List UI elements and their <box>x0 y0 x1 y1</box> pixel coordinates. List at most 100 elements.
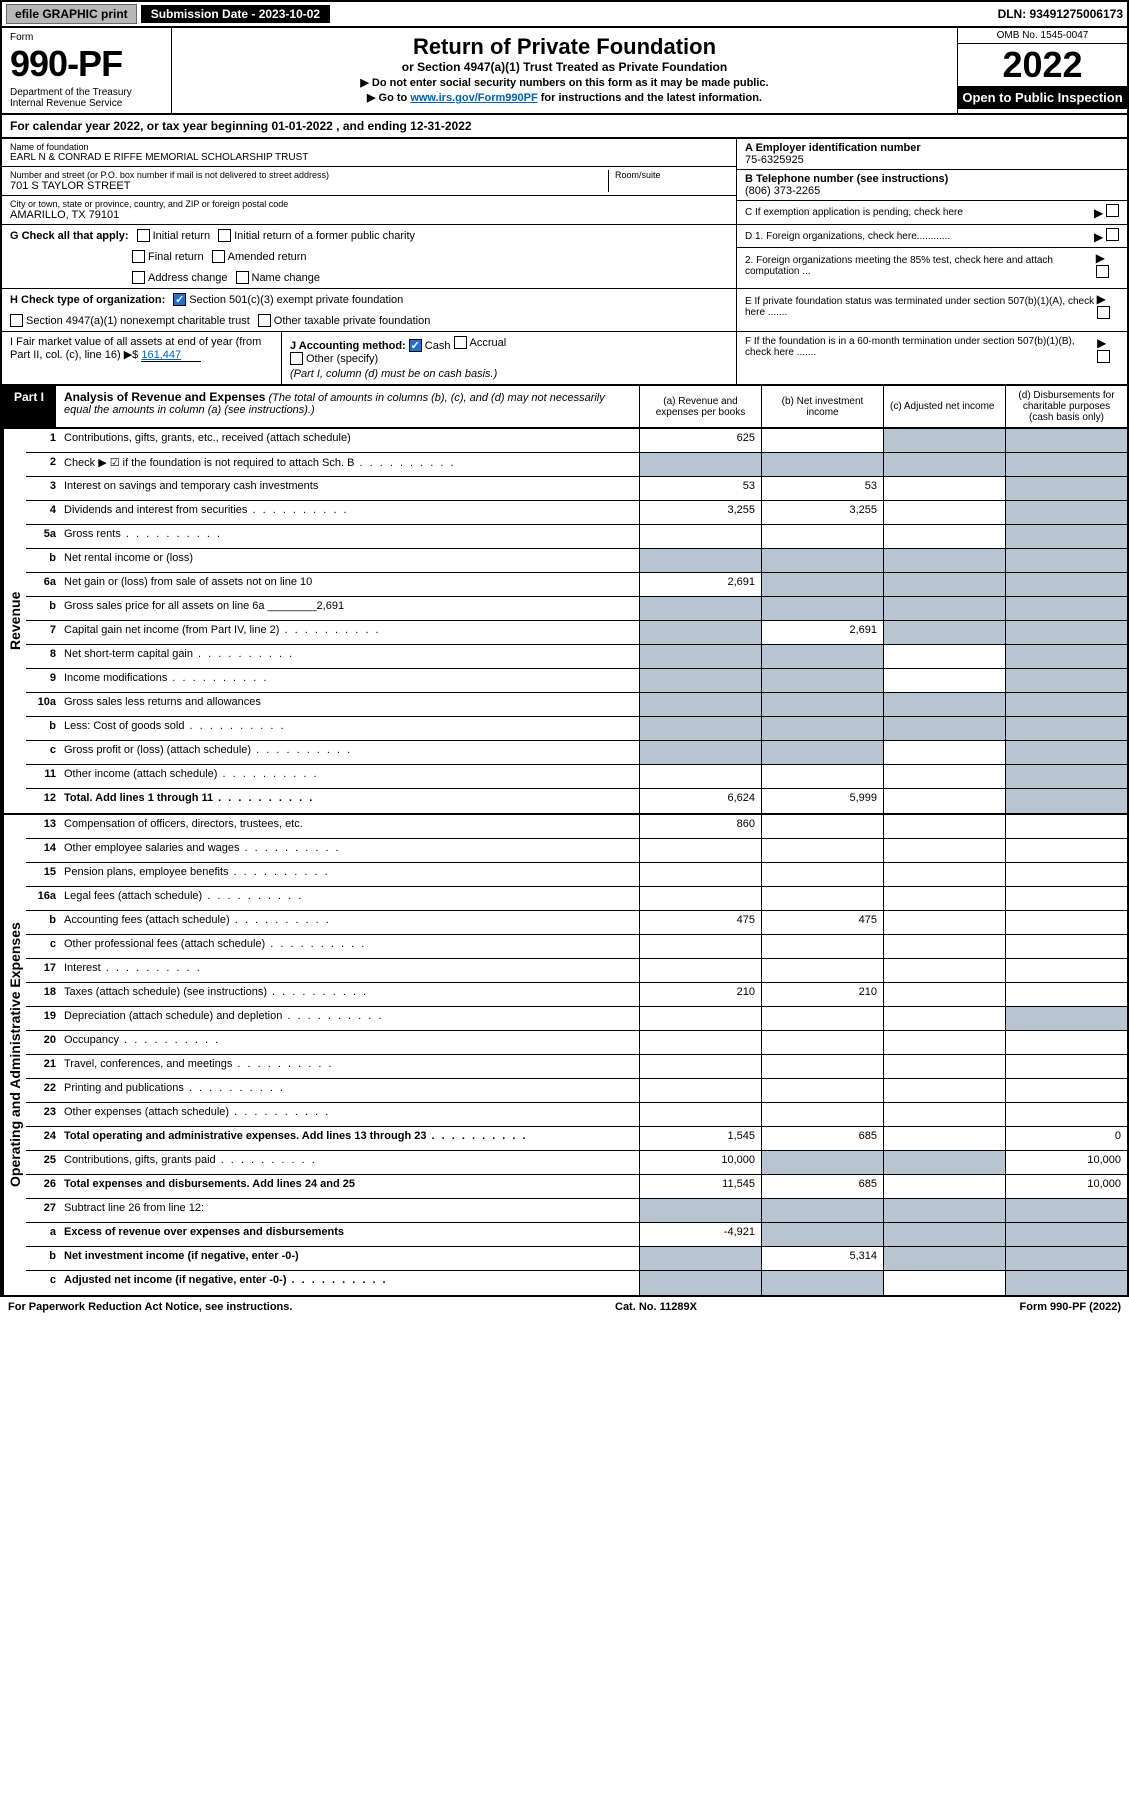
table-row: 1Contributions, gifts, grants, etc., rec… <box>26 429 1127 453</box>
accrual-checkbox[interactable] <box>454 336 467 349</box>
table-row: 21Travel, conferences, and meetings <box>26 1055 1127 1079</box>
part1-header: Part I Analysis of Revenue and Expenses … <box>0 386 1129 429</box>
d1-label: D 1. Foreign organizations, check here..… <box>745 231 950 242</box>
table-row: 9Income modifications <box>26 669 1127 693</box>
table-row: 7Capital gain net income (from Part IV, … <box>26 621 1127 645</box>
d2-label: 2. Foreign organizations meeting the 85%… <box>745 255 1096 277</box>
omb-number: OMB No. 1545-0047 <box>958 28 1127 44</box>
table-row: 8Net short-term capital gain <box>26 645 1127 669</box>
table-row: 11Other income (attach schedule) <box>26 765 1127 789</box>
address-change-checkbox[interactable] <box>132 271 145 284</box>
initial-former-checkbox[interactable] <box>218 229 231 242</box>
col-a-header: (a) Revenue and expenses per books <box>639 386 761 427</box>
efile-print-button[interactable]: efile GRAPHIC print <box>6 4 137 24</box>
table-row: 27Subtract line 26 from line 12: <box>26 1199 1127 1223</box>
expenses-section: Operating and Administrative Expenses 13… <box>0 815 1129 1297</box>
name-label: Name of foundation <box>10 142 728 152</box>
form-header: Form 990-PF Department of the Treasury I… <box>0 28 1129 115</box>
table-row: cGross profit or (loss) (attach schedule… <box>26 741 1127 765</box>
table-row: 12Total. Add lines 1 through 116,6245,99… <box>26 789 1127 813</box>
table-row: bAccounting fees (attach schedule)475475 <box>26 911 1127 935</box>
dln-label: DLN: 93491275006173 <box>998 7 1123 21</box>
address-label: Number and street (or P.O. box number if… <box>10 170 608 180</box>
expenses-label: Operating and Administrative Expenses <box>2 815 26 1295</box>
table-row: 6aNet gain or (loss) from sale of assets… <box>26 573 1127 597</box>
footer-right: Form 990-PF (2022) <box>1020 1301 1121 1313</box>
j-note: (Part I, column (d) must be on cash basi… <box>290 368 497 380</box>
table-row: 22Printing and publications <box>26 1079 1127 1103</box>
ein: 75-6325925 <box>745 154 1119 166</box>
phone-label: B Telephone number (see instructions) <box>745 173 1119 185</box>
footer-center: Cat. No. 11289X <box>615 1301 697 1313</box>
other-taxable-checkbox[interactable] <box>258 314 271 327</box>
topbar: efile GRAPHIC print Submission Date - 20… <box>0 0 1129 28</box>
table-row: 19Depreciation (attach schedule) and dep… <box>26 1007 1127 1031</box>
irs-link[interactable]: www.irs.gov/Form990PF <box>410 92 537 104</box>
g-label: G Check all that apply: <box>10 230 129 242</box>
501c3-checkbox[interactable] <box>173 293 186 306</box>
table-row: 2Check ▶ ☑ if the foundation is not requ… <box>26 453 1127 477</box>
col-c-header: (c) Adjusted net income <box>883 386 1005 427</box>
f-checkbox[interactable] <box>1097 350 1110 363</box>
table-row: 10aGross sales less returns and allowanc… <box>26 693 1127 717</box>
j-label: J Accounting method: <box>290 340 406 352</box>
col-d-header: (d) Disbursements for charitable purpose… <box>1005 386 1127 427</box>
table-row: 4Dividends and interest from securities3… <box>26 501 1127 525</box>
d2-checkbox[interactable] <box>1096 265 1109 278</box>
room-label: Room/suite <box>615 170 728 180</box>
calendar-year-row: For calendar year 2022, or tax year begi… <box>0 115 1129 139</box>
final-return-checkbox[interactable] <box>132 250 145 263</box>
table-row: 25Contributions, gifts, grants paid10,00… <box>26 1151 1127 1175</box>
table-row: 18Taxes (attach schedule) (see instructi… <box>26 983 1127 1007</box>
address: 701 S TAYLOR STREET <box>10 180 608 192</box>
form-note-2: ▶ Go to www.irs.gov/Form990PF for instru… <box>178 91 951 104</box>
page-footer: For Paperwork Reduction Act Notice, see … <box>0 1297 1129 1317</box>
phone: (806) 373-2265 <box>745 185 1119 197</box>
revenue-section: Revenue 1Contributions, gifts, grants, e… <box>0 429 1129 815</box>
table-row: 16aLegal fees (attach schedule) <box>26 887 1127 911</box>
c-checkbox[interactable] <box>1106 204 1119 217</box>
tax-year: 2022 <box>958 44 1127 86</box>
4947-checkbox[interactable] <box>10 314 23 327</box>
form-title: Return of Private Foundation <box>178 34 951 60</box>
d1-checkbox[interactable] <box>1106 228 1119 241</box>
table-row: 3Interest on savings and temporary cash … <box>26 477 1127 501</box>
name-change-checkbox[interactable] <box>236 271 249 284</box>
e-label: E If private foundation status was termi… <box>745 296 1097 318</box>
table-row: bNet investment income (if negative, ent… <box>26 1247 1127 1271</box>
amended-return-checkbox[interactable] <box>212 250 225 263</box>
table-row: 5aGross rents <box>26 525 1127 549</box>
i-label: I Fair market value of all assets at end… <box>10 336 261 361</box>
revenue-label: Revenue <box>2 429 26 813</box>
foundation-name: EARL N & CONRAD E RIFFE MEMORIAL SCHOLAR… <box>10 152 728 163</box>
table-row: cOther professional fees (attach schedul… <box>26 935 1127 959</box>
table-row: cAdjusted net income (if negative, enter… <box>26 1271 1127 1295</box>
part1-title: Analysis of Revenue and Expenses <box>64 390 265 404</box>
form-note-1: ▶ Do not enter social security numbers o… <box>178 76 951 89</box>
table-row: 13Compensation of officers, directors, t… <box>26 815 1127 839</box>
initial-return-checkbox[interactable] <box>137 229 150 242</box>
cash-checkbox[interactable] <box>409 339 422 352</box>
table-row: bLess: Cost of goods sold <box>26 717 1127 741</box>
form-label: Form <box>10 32 163 43</box>
city: AMARILLO, TX 79101 <box>10 209 728 221</box>
table-row: 24Total operating and administrative exp… <box>26 1127 1127 1151</box>
table-row: 26Total expenses and disbursements. Add … <box>26 1175 1127 1199</box>
other-method-checkbox[interactable] <box>290 352 303 365</box>
table-row: 20Occupancy <box>26 1031 1127 1055</box>
ein-label: A Employer identification number <box>745 142 1119 154</box>
h-label: H Check type of organization: <box>10 294 165 306</box>
table-row: 23Other expenses (attach schedule) <box>26 1103 1127 1127</box>
col-b-header: (b) Net investment income <box>761 386 883 427</box>
city-label: City or town, state or province, country… <box>10 199 728 209</box>
dept-label: Department of the Treasury Internal Reve… <box>10 87 163 109</box>
table-row: aExcess of revenue over expenses and dis… <box>26 1223 1127 1247</box>
e-checkbox[interactable] <box>1097 306 1110 319</box>
form-subtitle: or Section 4947(a)(1) Trust Treated as P… <box>178 60 951 74</box>
table-row: 14Other employee salaries and wages <box>26 839 1127 863</box>
table-row: bNet rental income or (loss) <box>26 549 1127 573</box>
open-public-badge: Open to Public Inspection <box>958 86 1127 109</box>
f-label: F If the foundation is in a 60-month ter… <box>745 336 1097 366</box>
i-value[interactable]: 161,447 <box>141 349 201 362</box>
table-row: 17Interest <box>26 959 1127 983</box>
